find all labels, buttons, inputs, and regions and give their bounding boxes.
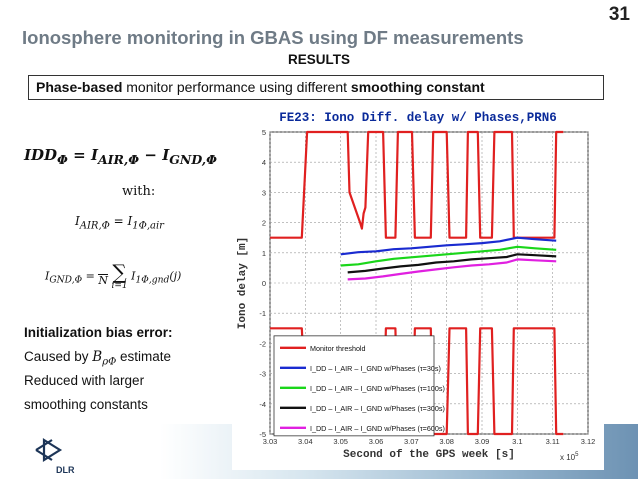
subtitle-box: Phase-based monitor performance using di… — [28, 75, 604, 100]
eq-air-rhs-sub: 1Φ,air — [132, 220, 164, 232]
x-exponent-power: 5 — [575, 452, 579, 458]
y-tick-label: -5 — [259, 430, 266, 439]
section-title: RESULTS — [287, 52, 350, 67]
y-axis-label: Iono delay [m] — [237, 237, 249, 329]
eq-air-equals: = — [109, 214, 128, 228]
x-tick-label: 3.04 — [298, 437, 313, 446]
eq-air-lhs-sub: AIR,Φ — [79, 220, 110, 232]
bias-error-reduced: Reduced with larger — [24, 373, 145, 388]
y-tick-label: 3 — [262, 188, 266, 197]
cause-symbol-sub: ρΦ — [102, 356, 117, 368]
eq-air-rhs: I — [127, 214, 133, 228]
slide-number: 31 — [608, 4, 630, 25]
x-tick-label: 3.11 — [546, 437, 560, 446]
y-tick-label: 2 — [262, 219, 266, 228]
x-axis-label: Second of the GPS week [s] — [343, 449, 515, 461]
x-exponent-base: x 10 — [560, 453, 576, 462]
cause-pre: Caused by — [24, 349, 93, 364]
eq-main-iair: I — [90, 146, 98, 164]
subtitle-bold-1: Phase-based — [36, 79, 123, 95]
bias-error-smoothing: smoothing constants — [24, 397, 148, 412]
x-tick-label: 3.1 — [512, 437, 522, 446]
x-tick-label: 3.03 — [263, 437, 278, 446]
equation-iair: IAIR,Φ = I1Φ,air — [75, 214, 164, 231]
y-tick-label: -1 — [259, 309, 266, 318]
eq-gnd-equals: = — [82, 269, 99, 283]
slide-title: Ionosphere monitoring in GBAS using DF m… — [22, 27, 524, 48]
x-tick-label: 3.08 — [439, 437, 454, 446]
eq-main-lhs-sub: Φ — [57, 152, 68, 167]
eq-gnd-lhs: I — [45, 269, 50, 283]
series-line-2 — [340, 245, 557, 267]
subtitle-middle: monitor performance using different — [122, 79, 351, 95]
legend: Monitor threshold I_DD – I_AIR – I_GND w/… — [273, 335, 445, 437]
y-tick-label: 4 — [262, 158, 266, 167]
eq-main-equals: = — [67, 146, 91, 164]
x-tick-label: 3.09 — [475, 437, 490, 446]
legend-label: I_DD – I_AIR – I_GND w/Phases (τ=30s) — [310, 364, 441, 373]
cause-post: estimate — [116, 349, 172, 364]
dlr-logo: DLR — [30, 436, 82, 476]
chart-title: FE23: Iono Diff. delay w/ Phases,PRN6 — [279, 111, 557, 125]
y-tick-label: -2 — [259, 339, 266, 348]
x-tick-label: 3.05 — [333, 437, 348, 446]
chart-panel: FE23: Iono Diff. delay w/ Phases,PRN6 3.… — [232, 108, 604, 470]
eq-main-minus: − — [139, 146, 163, 164]
eq-main-ignd-sub: GND,Φ — [169, 152, 217, 167]
dlr-emblem-icon: DLR — [35, 438, 75, 475]
iono-delay-chart: FE23: Iono Diff. delay w/ Phases,PRN6 3.… — [237, 111, 595, 462]
x-tick-label: 3.07 — [404, 437, 419, 446]
equation-idd: IDDΦ = IAIR,Φ − IGND,Φ — [24, 146, 217, 167]
x-axis-exponent: x 105 — [560, 452, 579, 462]
dlr-logo-text: DLR — [56, 465, 75, 475]
legend-label: I_DD – I_AIR – I_GND w/Phases (τ=100s) — [310, 384, 445, 393]
bias-error-cause: Caused by BρΦ estimate — [24, 349, 171, 368]
summation-symbol: ∑ — [112, 260, 127, 284]
legend-label: I_DD – I_AIR – I_GND w/Phases (τ=300s) — [310, 404, 445, 413]
eq-gnd-denominator: N — [98, 273, 108, 287]
threshold-upper-line — [270, 130, 564, 239]
series-line-3 — [347, 253, 557, 274]
eq-gnd-rhs-sub: 1Φ,gnd — [135, 274, 170, 286]
y-tick-label: 0 — [262, 279, 266, 288]
subtitle-bold-2: smoothing constant — [350, 79, 485, 95]
cause-symbol: B — [92, 349, 103, 365]
equation-with-label: with: — [122, 184, 156, 199]
legend-label: I_DD – I_AIR – I_GND w/Phases (τ=600s) — [310, 424, 445, 433]
legend-box — [273, 335, 435, 437]
eq-gnd-rhs-arg: (j) — [169, 269, 182, 283]
y-tick-label: -4 — [259, 400, 266, 409]
x-tick-label: 3.12 — [581, 437, 596, 446]
series-line-4 — [347, 258, 557, 281]
eq-main-lhs: IDD — [24, 146, 58, 164]
legend-label: Monitor threshold — [310, 344, 366, 353]
bias-error-title: Initialization bias error: — [24, 325, 173, 340]
equation-ignd: IGND,Φ = N ∑ i=1 I1Φ,gnd(j) — [45, 262, 181, 291]
eq-gnd-sum-lower: i=1 — [111, 281, 128, 291]
eq-gnd-rhs: I — [131, 269, 136, 283]
y-tick-label: 1 — [262, 249, 266, 258]
y-tick-label: -3 — [259, 370, 266, 379]
eq-gnd-lhs-sub: GND,Φ — [49, 274, 83, 286]
eq-main-iair-sub: AIR,Φ — [97, 152, 140, 167]
series-line-1 — [340, 236, 557, 256]
x-tick-label: 3.06 — [369, 437, 384, 446]
axis-ticks: 3.03 3.04 3.05 3.06 3.07 3.08 3.09 3.1 3.11 3.12 5… — [259, 128, 595, 446]
y-tick-label: 5 — [262, 128, 266, 137]
eq-air-lhs: I — [75, 214, 80, 228]
eq-main-ignd: I — [162, 146, 170, 164]
